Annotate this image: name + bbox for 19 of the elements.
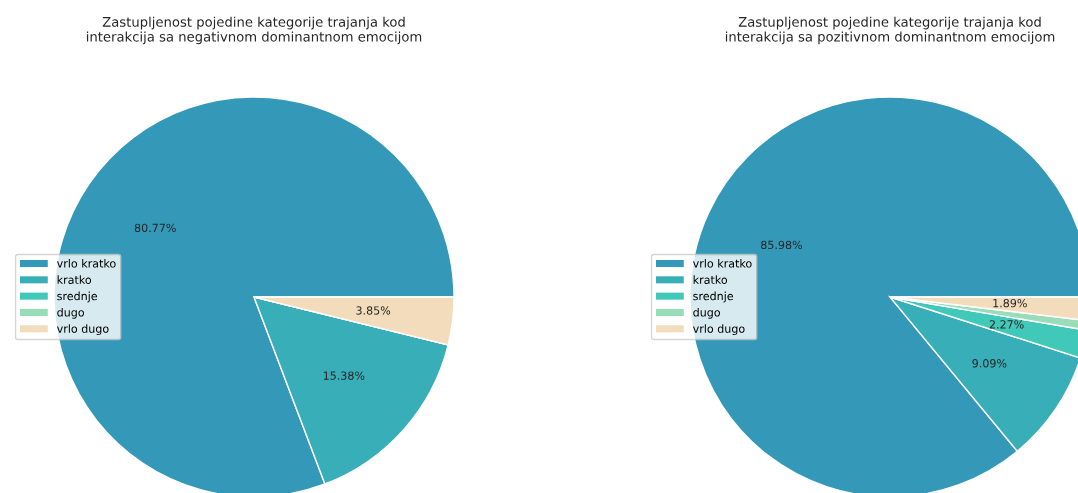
data-label: 9.09% [972,359,1007,368]
legend-label: vrlo kratko [57,259,116,268]
data-label: 80.77% [134,223,176,233]
data-label: 2.27% [989,320,1024,329]
data-label: 85.98% [761,240,803,250]
legend-label: vrlo dugo [693,324,745,335]
chart-title: Zastupljenost pojedine kategorije trajanja kod interakcija sa pozitivnom dominantnom emocijom [725,16,1055,45]
legend-label: kratko [57,275,92,284]
legend-label: vrlo dugo [57,324,109,335]
legend-label: srednje [693,291,734,303]
legend-label: dugo [57,307,85,319]
data-label: 1.89% [993,298,1027,308]
chart-title: Zastupljenost pojedine kategorije trajanja kod interakcija sa negativnom dominantnom emocijom [86,16,422,45]
data-label: 3.85% [356,306,391,315]
legend-label: srednje [57,291,98,303]
legend-label: vrlo kratko [693,259,752,268]
data-label: 15.38% [323,371,365,380]
legend-label: dugo [693,307,721,319]
legend-label: kratko [693,275,728,284]
